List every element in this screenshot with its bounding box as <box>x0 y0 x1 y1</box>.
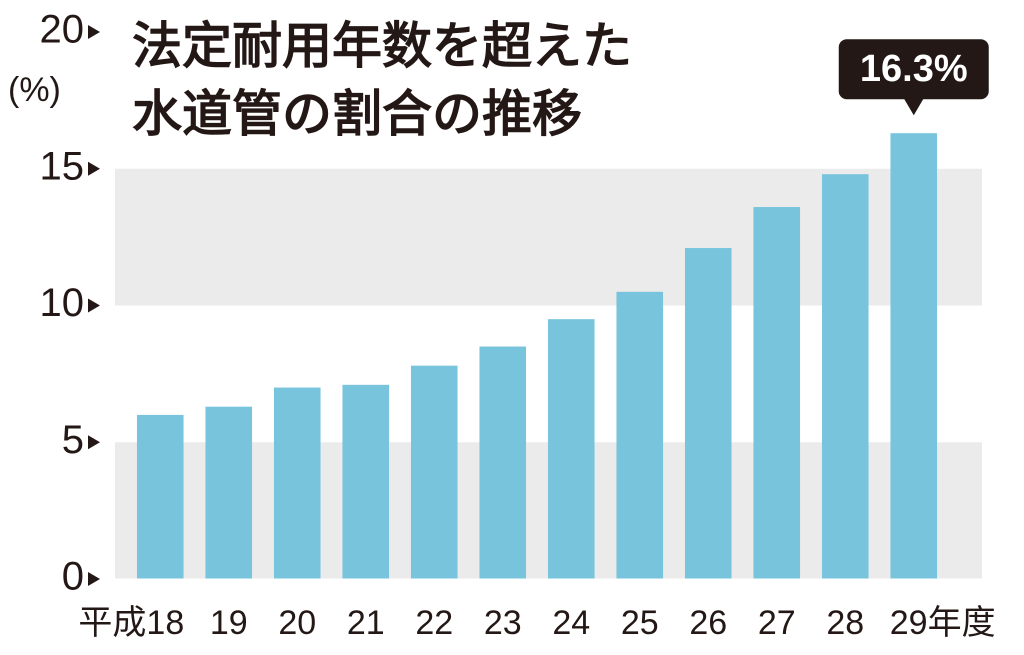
bars <box>136 133 938 580</box>
value-label: 16.3% <box>860 48 968 90</box>
tick-arrow <box>88 572 100 586</box>
tick-arrow <box>88 435 100 450</box>
tick-arrow <box>88 25 100 39</box>
bar <box>547 319 595 579</box>
y-tick-label: 20 <box>40 8 85 52</box>
x-tick-label: 20 <box>278 604 316 642</box>
tick-arrow <box>88 161 100 176</box>
chart-title: 水道管の割合の推移 <box>132 86 582 142</box>
bar <box>342 384 390 579</box>
bar <box>205 406 253 579</box>
x-tick-label: 27 <box>758 604 796 642</box>
x-tick-label: 28 <box>826 604 864 642</box>
x-tick-label: 平成18 <box>78 604 184 642</box>
y-tick-label: 5 <box>62 418 84 462</box>
x-tick-label: 19 <box>210 604 248 642</box>
bar <box>684 248 732 579</box>
x-tick-label: 23 <box>484 604 522 642</box>
y-tick-label: 15 <box>40 144 85 188</box>
bar <box>890 133 938 579</box>
bar <box>479 346 527 579</box>
x-tick-label: 22 <box>415 604 453 642</box>
bar <box>616 291 664 579</box>
bar <box>273 387 321 579</box>
y-tick-label: 10 <box>40 281 85 325</box>
bar <box>136 414 184 579</box>
chart-title: 法定耐用年数を超えた <box>132 18 632 74</box>
x-tick-label: 25 <box>621 604 659 642</box>
tick-arrow <box>88 298 100 313</box>
x-tick-label: 29年度 <box>890 604 996 642</box>
bar <box>821 174 869 579</box>
x-tick-label: 21 <box>347 604 385 642</box>
y-axis-label: (%) <box>8 71 61 109</box>
bar <box>410 365 458 579</box>
y-tick-label: 0 <box>62 555 84 599</box>
value-label-box <box>838 39 989 100</box>
x-tick-label: 26 <box>689 604 727 642</box>
value-label-pointer <box>903 98 924 116</box>
bar <box>753 207 801 580</box>
x-tick-label: 24 <box>552 604 590 642</box>
